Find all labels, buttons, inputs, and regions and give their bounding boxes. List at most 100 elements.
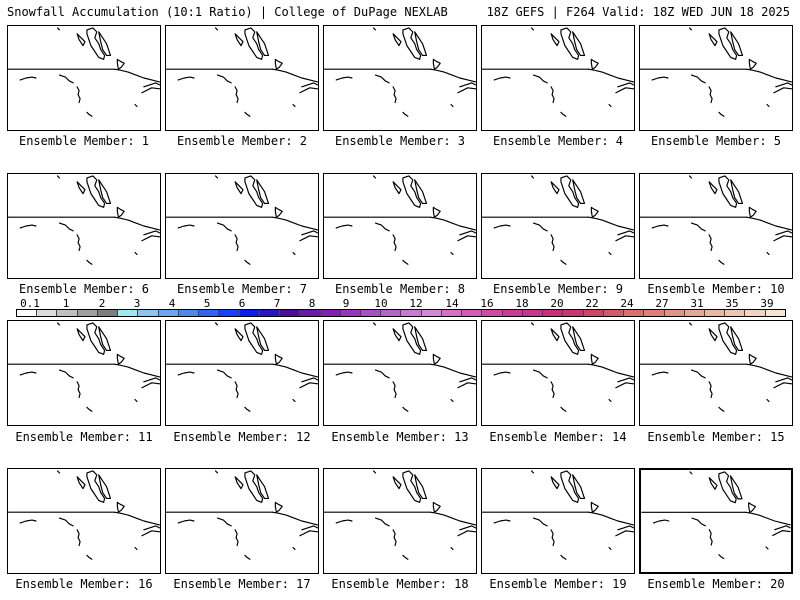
colorbar-tick-label: 31: [690, 297, 704, 310]
colorbar-swatch: [320, 310, 341, 316]
colorbar-tick-label: 0.1: [20, 297, 40, 310]
ensemble-member-label: Ensemble Member: 1: [18, 134, 150, 148]
chart-title: Snowfall Accumulation (10:1 Ratio) | Col…: [7, 5, 448, 19]
colorbar-tick-label: 6: [238, 297, 246, 310]
ensemble-member-map: [323, 320, 477, 426]
ensemble-member-label: Ensemble Member: 5: [650, 134, 782, 148]
colorbar-swatch: [97, 310, 119, 316]
ensemble-member-map: [7, 25, 161, 131]
colorbar-tick-label: 22: [585, 297, 599, 310]
ensemble-member-map: [639, 468, 793, 574]
colorbar-swatch: [765, 310, 785, 316]
ensemble-member-map: [323, 468, 477, 574]
colorbar-tick-label: 8: [308, 297, 316, 310]
ensemble-member-label: Ensemble Member: 4: [492, 134, 624, 148]
colorbar-tick-label: 9: [342, 297, 350, 310]
colorbar-swatch: [219, 310, 240, 316]
colorbar-swatch: [421, 310, 442, 316]
colorbar-swatch: [381, 310, 402, 316]
ensemble-member-map: [165, 25, 319, 131]
colorbar-swatch: [360, 310, 382, 316]
colorbar-swatch: [77, 310, 98, 316]
colorbar-swatch: [158, 310, 179, 316]
colorbar-swatch: [522, 310, 544, 316]
colorbar-swatch: [462, 310, 483, 316]
ensemble-member-label: Ensemble Member: 19: [489, 577, 627, 591]
ensemble-member-label: Ensemble Member: 9: [492, 282, 624, 296]
colorbar-tick-label: 35: [725, 297, 739, 310]
colorbar-swatch: [300, 310, 321, 316]
colorbar-swatch: [340, 310, 361, 316]
ensemble-member-map: [165, 468, 319, 574]
ensemble-member-label: Ensemble Member: 10: [647, 282, 785, 296]
colorbar-swatch: [178, 310, 200, 316]
ensemble-member-map: [7, 468, 161, 574]
ensemble-member-map: [165, 320, 319, 426]
colorbar-tick-label: 18: [515, 297, 529, 310]
ensemble-member-label: Ensemble Member: 20: [647, 577, 785, 591]
ensemble-member-map: [481, 468, 635, 574]
ensemble-member-label: Ensemble Member: 17: [173, 577, 311, 591]
model-run-info: 18Z GEFS | F264 Valid: 18Z WED JUN 18 20…: [486, 5, 790, 19]
ensemble-member-map: [323, 25, 477, 131]
colorbar-swatch: [725, 310, 746, 316]
colorbar-tick-label: 4: [168, 297, 176, 310]
colorbar-swatch: [239, 310, 260, 316]
colorbar-swatch: [259, 310, 281, 316]
ensemble-member-map: [7, 173, 161, 279]
ensemble-member-map: [481, 173, 635, 279]
ensemble-member-map: [481, 320, 635, 426]
colorbar-swatch: [199, 310, 220, 316]
colorbar-swatch: [563, 310, 584, 316]
colorbar-tick-label: 2: [98, 297, 106, 310]
colorbar-tick-label: 3: [133, 297, 141, 310]
colorbar-swatch: [664, 310, 685, 316]
colorbar-tick-label: 24: [620, 297, 634, 310]
ensemble-member-label: Ensemble Member: 11: [15, 430, 153, 444]
colorbar-tick-label: 10: [374, 297, 388, 310]
ensemble-member-label: Ensemble Member: 6: [18, 282, 150, 296]
colorbar-swatch: [138, 310, 159, 316]
colorbar-tick-label: 7: [273, 297, 281, 310]
ensemble-member-map: [639, 173, 793, 279]
ensemble-member-map: [7, 320, 161, 426]
ensemble-member-map: [165, 173, 319, 279]
colorbar-swatch: [583, 310, 604, 316]
colorbar-tick-label: 16: [480, 297, 494, 310]
colorbar-swatch: [57, 310, 78, 316]
colorbar-tick-label: 39: [760, 297, 774, 310]
snowfall-colorbar: [16, 309, 786, 317]
ensemble-member-label: Ensemble Member: 14: [489, 430, 627, 444]
ensemble-member-label: Ensemble Member: 16: [15, 577, 153, 591]
colorbar-swatch: [745, 310, 766, 316]
colorbar-tick-label: 5: [203, 297, 211, 310]
colorbar-tick-label: 20: [550, 297, 564, 310]
ensemble-member-map: [639, 25, 793, 131]
ensemble-member-map: [481, 25, 635, 131]
colorbar-swatch: [441, 310, 463, 316]
colorbar-swatch: [482, 310, 503, 316]
colorbar-swatch: [502, 310, 523, 316]
colorbar-tick-label: 1: [62, 297, 70, 310]
ensemble-member-label: Ensemble Member: 12: [173, 430, 311, 444]
ensemble-member-label: Ensemble Member: 13: [331, 430, 469, 444]
ensemble-member-label: Ensemble Member: 8: [334, 282, 466, 296]
colorbar-swatch: [543, 310, 564, 316]
ensemble-member-map: [323, 173, 477, 279]
colorbar-swatch: [37, 310, 58, 316]
colorbar-swatch: [644, 310, 665, 316]
colorbar-swatch: [684, 310, 705, 316]
ensemble-member-label: Ensemble Member: 18: [331, 577, 469, 591]
colorbar-swatch: [280, 310, 301, 316]
colorbar-tick-label: 12: [409, 297, 423, 310]
colorbar-swatch: [17, 310, 38, 316]
colorbar-swatch: [704, 310, 726, 316]
ensemble-member-label: Ensemble Member: 7: [176, 282, 308, 296]
ensemble-member-label: Ensemble Member: 15: [647, 430, 785, 444]
colorbar-swatch: [603, 310, 625, 316]
colorbar-swatch: [401, 310, 422, 316]
colorbar-tick-label: 27: [655, 297, 669, 310]
colorbar-swatch: [118, 310, 139, 316]
ensemble-member-map: [639, 320, 793, 426]
ensemble-member-label: Ensemble Member: 3: [334, 134, 466, 148]
